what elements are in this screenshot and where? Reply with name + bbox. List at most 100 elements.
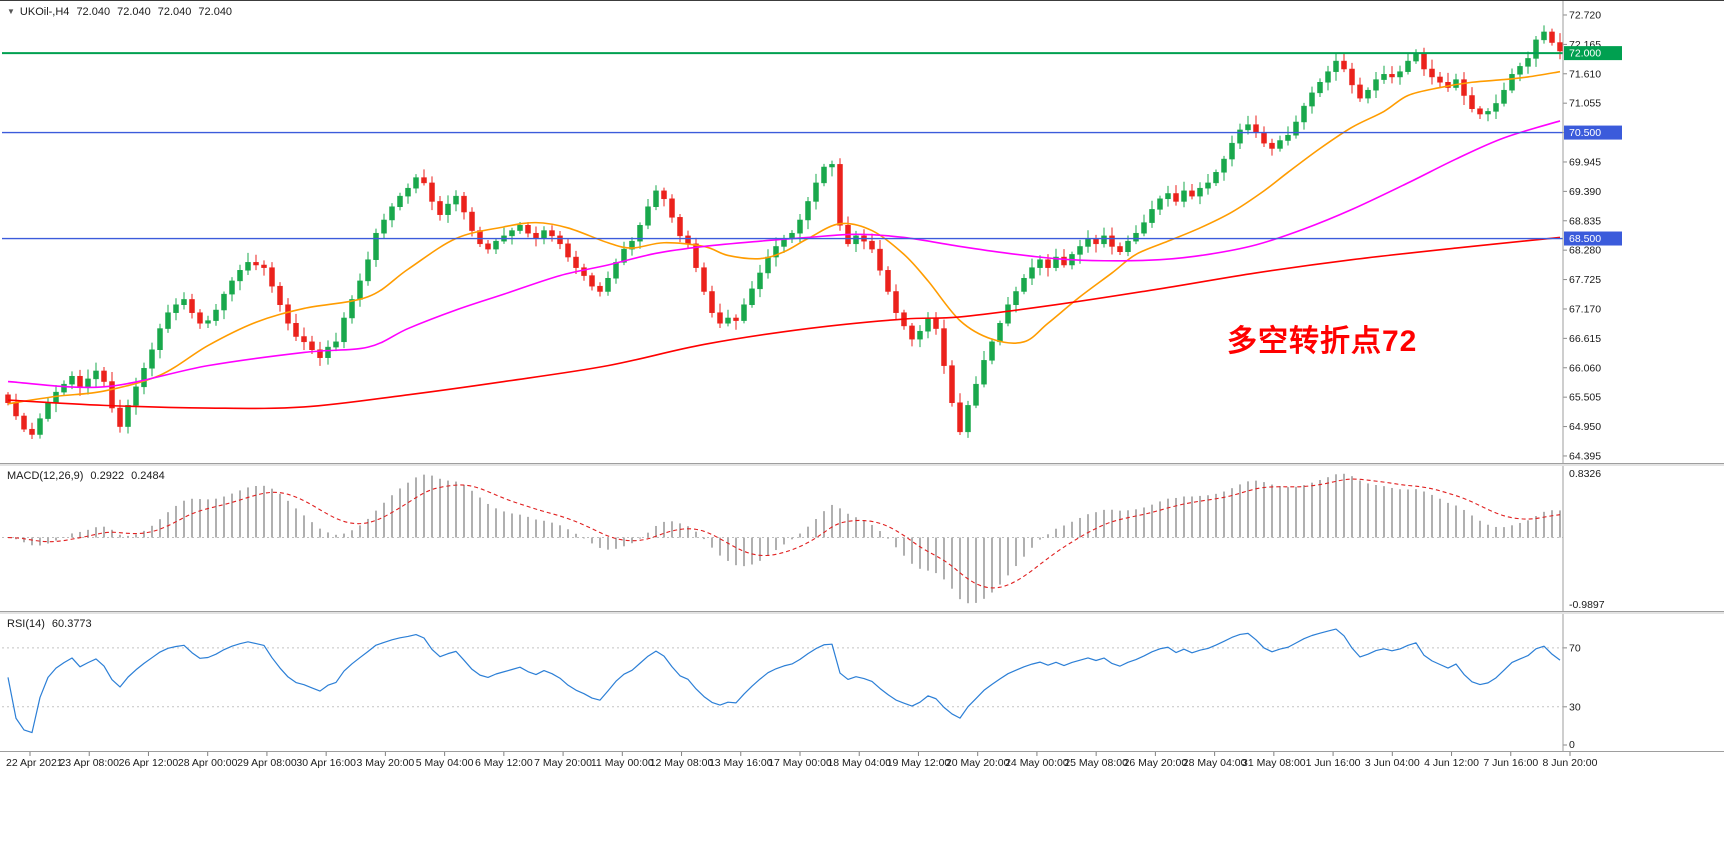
candle-body bbox=[293, 323, 299, 337]
candle-body bbox=[61, 383, 67, 393]
candle-body bbox=[981, 360, 987, 385]
candle-body bbox=[1333, 60, 1339, 72]
time-axis-label: 7 Jun 16:00 bbox=[1483, 757, 1538, 769]
time-axis-label: 23 Apr 08:00 bbox=[59, 757, 119, 769]
candle-body bbox=[221, 293, 227, 311]
candle-body bbox=[1557, 42, 1563, 52]
time-axis-label: 19 May 12:00 bbox=[887, 757, 951, 769]
candle-body bbox=[925, 317, 931, 332]
candle-body bbox=[1413, 52, 1419, 62]
candle-body bbox=[421, 177, 427, 184]
candle-body bbox=[669, 198, 675, 218]
candle-body bbox=[93, 370, 99, 380]
price-hline-tag[interactable] bbox=[1564, 231, 1622, 246]
candle-body bbox=[213, 309, 219, 321]
candle-body bbox=[533, 232, 539, 239]
price-axis-label: 66.060 bbox=[1569, 362, 1601, 374]
candle-body bbox=[125, 405, 131, 427]
candle-body bbox=[1189, 190, 1195, 197]
time-axis-label: 18 May 04:00 bbox=[827, 757, 891, 769]
candle-body bbox=[1309, 92, 1315, 107]
candle-body bbox=[1429, 68, 1435, 78]
candle-body bbox=[1229, 142, 1235, 160]
symbol-ohlc-header: ▼ UKOil-,H4 72.040 72.040 72.040 72.040 bbox=[7, 5, 232, 19]
candle-body bbox=[157, 328, 163, 351]
candle-body bbox=[1213, 172, 1219, 184]
price-axis-label: 71.610 bbox=[1569, 68, 1601, 80]
candle-body bbox=[765, 256, 771, 274]
candle-body bbox=[245, 262, 251, 271]
candle-body bbox=[1277, 140, 1283, 149]
candle-body bbox=[237, 270, 243, 282]
candle-body bbox=[1173, 193, 1179, 202]
price-axis-label: 68.835 bbox=[1569, 215, 1601, 227]
candle-body bbox=[1421, 52, 1427, 70]
candle-body bbox=[389, 206, 395, 221]
candle-body bbox=[1533, 39, 1539, 59]
time-axis-label: 1 Jun 16:00 bbox=[1306, 757, 1361, 769]
candle-body bbox=[1405, 60, 1411, 72]
candle-body bbox=[1221, 158, 1227, 173]
chart-menu-arrow-icon[interactable]: ▼ bbox=[7, 7, 15, 16]
panel-separator[interactable] bbox=[0, 463, 1724, 466]
candle-body bbox=[957, 402, 963, 433]
candle-body bbox=[581, 267, 587, 276]
time-axis-label: 11 May 00:00 bbox=[591, 757, 654, 769]
candle-body bbox=[485, 243, 491, 250]
candle-body bbox=[373, 232, 379, 260]
candle-body bbox=[461, 195, 467, 213]
candle-body bbox=[1517, 66, 1523, 75]
candle-body bbox=[557, 235, 563, 245]
time-axis-label: 6 May 12:00 bbox=[475, 757, 533, 769]
candle-body bbox=[109, 381, 115, 409]
candle-body bbox=[1141, 222, 1147, 234]
candle-body bbox=[917, 330, 923, 340]
candle-body bbox=[549, 230, 555, 237]
candle-body bbox=[597, 285, 603, 292]
price-axis-label: 64.395 bbox=[1569, 450, 1601, 462]
candle-body bbox=[1045, 259, 1051, 268]
chart-annotation-text[interactable]: 多空转折点72 bbox=[1227, 325, 1418, 358]
candle-body bbox=[1253, 124, 1259, 133]
candle-body bbox=[381, 219, 387, 234]
rsi-axis-label: 0 bbox=[1569, 739, 1575, 751]
candle-body bbox=[253, 262, 259, 266]
candle-body bbox=[1117, 246, 1123, 253]
candle-body bbox=[1493, 103, 1499, 112]
candle-body bbox=[797, 219, 803, 234]
candle-body bbox=[173, 304, 179, 313]
candle-body bbox=[453, 195, 459, 205]
panel-separator[interactable] bbox=[0, 611, 1724, 614]
price-hline-tag[interactable] bbox=[1564, 125, 1622, 140]
candle-body bbox=[685, 235, 691, 245]
time-axis-label: 30 Apr 16:00 bbox=[296, 757, 356, 769]
time-axis-label: 31 May 08:00 bbox=[1242, 757, 1306, 769]
candle-body bbox=[717, 312, 723, 324]
candle-body bbox=[509, 230, 515, 237]
candle-body bbox=[613, 262, 619, 279]
price-hline-tag-label: 68.500 bbox=[1569, 233, 1601, 245]
candle-body bbox=[741, 304, 747, 321]
candle-body bbox=[1093, 238, 1099, 245]
time-axis-label: 26 May 20:00 bbox=[1124, 757, 1188, 769]
candle-body bbox=[1205, 182, 1211, 189]
candle-body bbox=[645, 206, 651, 226]
candle-body bbox=[397, 195, 403, 207]
candle-body bbox=[117, 407, 123, 427]
price-hline-tag-label: 72.000 bbox=[1569, 48, 1601, 60]
candle-body bbox=[5, 394, 11, 403]
candle-body bbox=[1341, 60, 1347, 70]
candle-body bbox=[1461, 79, 1467, 96]
candle-body bbox=[701, 267, 707, 292]
candle-body bbox=[989, 341, 995, 361]
ma-slow-line bbox=[7, 236, 1561, 410]
price-hline-tag-label: 70.500 bbox=[1569, 127, 1601, 139]
candle-body bbox=[1397, 71, 1403, 78]
candle-body bbox=[301, 336, 307, 343]
candle-body bbox=[965, 405, 971, 433]
candle-body bbox=[133, 386, 139, 406]
price-hline-tag[interactable] bbox=[1564, 46, 1622, 61]
candle-body bbox=[869, 240, 875, 250]
candle-body bbox=[805, 201, 811, 221]
